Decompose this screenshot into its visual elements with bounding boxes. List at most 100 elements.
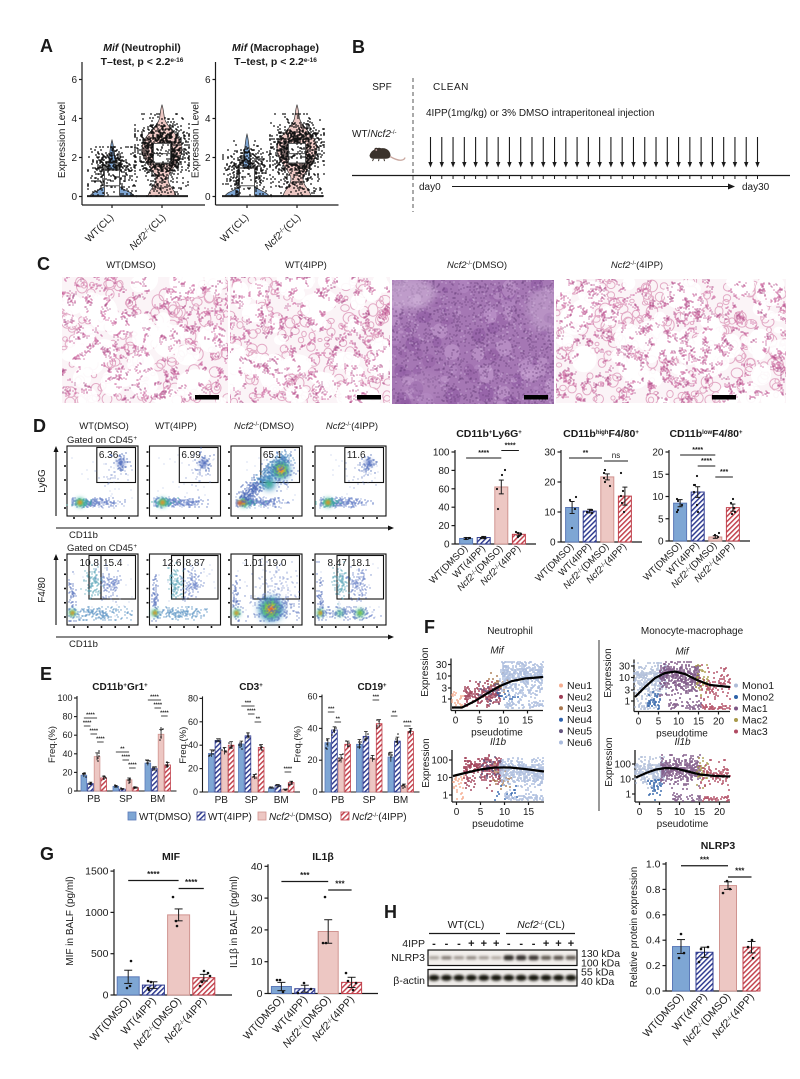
svg-text:Neu1: Neu1 [567,680,592,692]
svg-text:20: 20 [307,755,317,765]
svg-text:SP: SP [119,794,133,805]
svg-text:PB: PB [87,794,101,805]
svg-text:***: *** [373,695,380,701]
svg-text:IL1β: IL1β [312,851,334,863]
svg-text:SP: SP [363,795,377,806]
svg-text:SPF: SPF [372,82,391,93]
svg-text:**: ** [120,747,125,753]
svg-text:0: 0 [67,786,72,796]
svg-text:Relative protein expression: Relative protein expression [629,867,640,988]
svg-text:Freq.(%): Freq.(%) [178,727,189,764]
svg-text:BM: BM [274,795,289,806]
svg-text:100: 100 [433,448,450,459]
svg-text:15: 15 [522,716,534,727]
svg-text:5: 5 [478,807,484,818]
svg-text:Expression: Expression [421,738,432,787]
svg-text:5: 5 [656,717,662,728]
svg-text:30: 30 [619,662,631,673]
svg-text:**: ** [583,450,589,457]
svg-text:100: 100 [431,756,448,767]
svg-text:40: 40 [62,749,72,759]
svg-text:***: *** [335,880,345,889]
svg-text:****: **** [96,737,105,743]
svg-text:1500: 1500 [85,866,109,878]
svg-text:2: 2 [205,153,211,164]
svg-text:0: 0 [637,807,643,818]
svg-text:3: 3 [624,686,630,697]
svg-text:WT(4IPP): WT(4IPP) [155,421,197,432]
svg-text:60: 60 [307,692,317,702]
svg-text:80: 80 [188,693,198,703]
svg-text:Neutrophil: Neutrophil [487,626,533,637]
svg-text:20: 20 [652,448,664,459]
svg-text:****: **** [121,755,130,761]
svg-text:1: 1 [441,695,447,706]
svg-text:Neu3: Neu3 [567,703,592,715]
svg-text:***: *** [245,701,252,707]
svg-text:***: *** [720,469,728,476]
svg-text:20: 20 [544,478,556,489]
svg-text:+: + [555,938,561,950]
svg-text:β-actin: β-actin [393,975,425,987]
svg-text:Mac3: Mac3 [742,726,768,738]
svg-text:1: 1 [624,697,630,708]
svg-text:****: **** [692,447,703,454]
svg-text:-: - [519,938,523,950]
svg-text:PB: PB [215,795,229,806]
svg-text:0.2: 0.2 [646,960,661,972]
svg-text:+: + [481,938,487,950]
svg-text:5: 5 [477,716,483,727]
svg-text:****: **** [89,729,98,735]
svg-text:pseudotime: pseudotime [472,819,524,830]
svg-text:E: E [40,664,52,684]
svg-text:****: **** [150,695,159,701]
svg-text:0: 0 [453,716,459,727]
svg-text:11.6: 11.6 [347,450,366,461]
svg-text:****: **** [247,709,256,715]
svg-text:Freq.(%): Freq.(%) [47,726,58,763]
svg-text:100: 100 [57,693,72,703]
svg-text:-: - [532,938,536,950]
svg-text:10.8: 10.8 [80,558,100,569]
svg-text:60: 60 [62,730,72,740]
svg-text:Ncf2-/-(DMSO): Ncf2-/-(DMSO) [447,260,507,271]
svg-text:WT/Ncf2-/-: WT/Ncf2-/- [352,129,397,140]
svg-text:C: C [37,254,50,274]
svg-text:F: F [424,617,435,637]
svg-text:NLRP3: NLRP3 [701,840,736,852]
svg-text:Ly6G: Ly6G [37,469,48,493]
svg-text:pseudotime: pseudotime [657,819,709,830]
svg-text:30: 30 [436,660,448,671]
svg-text:6.99: 6.99 [181,450,201,461]
svg-text:0: 0 [454,807,460,818]
svg-text:day30: day30 [742,182,770,193]
svg-text:60: 60 [438,484,450,495]
svg-text:130 kDa: 130 kDa [581,948,620,960]
svg-text:MIF: MIF [162,851,181,863]
svg-text:+: + [134,544,138,550]
svg-text:CD11b: CD11b [69,639,98,650]
svg-text:2: 2 [71,153,77,164]
svg-text:20: 20 [438,521,450,532]
svg-text:WT(DMSO): WT(DMSO) [106,260,156,271]
svg-text:+: + [134,436,138,442]
svg-text:10: 10 [436,672,448,683]
svg-text:0: 0 [444,540,450,551]
svg-text:15: 15 [694,807,706,818]
svg-text:40: 40 [438,503,450,514]
svg-text:80: 80 [438,466,450,477]
svg-text:****: **** [185,878,198,887]
svg-text:Mono2: Mono2 [742,692,774,704]
svg-text:3: 3 [441,684,447,695]
svg-text:MIF in BALF (pg/ml): MIF in BALF (pg/ml) [65,876,76,965]
svg-text:***: *** [328,707,335,713]
svg-text:Neu2: Neu2 [567,691,592,703]
svg-text:Il1b: Il1b [674,737,691,748]
svg-text:19.0: 19.0 [267,558,287,569]
svg-text:5: 5 [658,514,664,525]
svg-text:1.0: 1.0 [646,859,661,871]
svg-text:0: 0 [312,787,317,797]
svg-text:****: **** [147,870,160,879]
svg-text:10: 10 [498,716,510,727]
svg-text:***: *** [300,871,310,880]
